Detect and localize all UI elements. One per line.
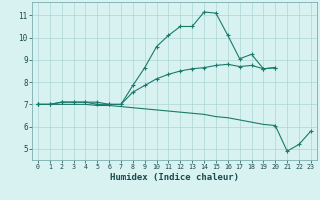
X-axis label: Humidex (Indice chaleur): Humidex (Indice chaleur) — [110, 173, 239, 182]
